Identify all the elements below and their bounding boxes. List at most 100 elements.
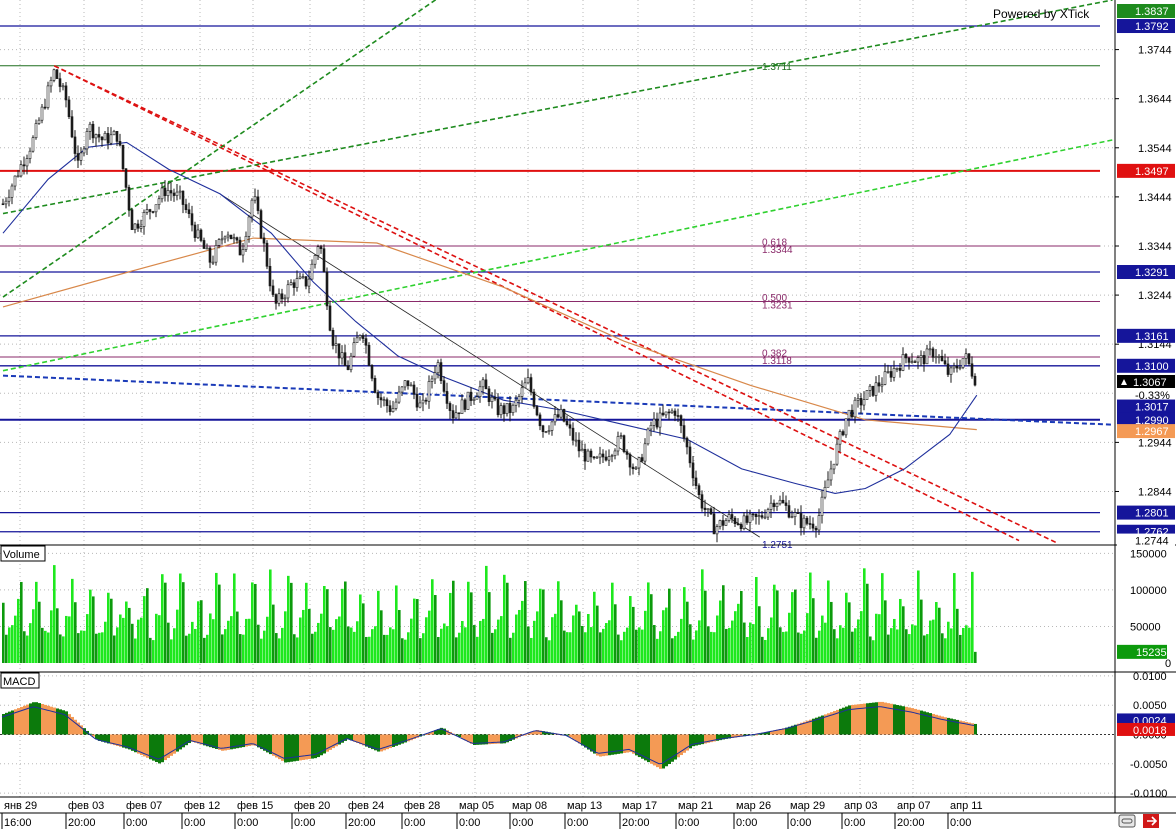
date-label: мар 26 (736, 800, 771, 812)
candle-body (745, 515, 749, 523)
candle-body (838, 431, 842, 445)
price-tag-label: 1.3017 (1135, 402, 1169, 414)
candle-body (358, 335, 362, 339)
macd-bar (278, 734, 281, 760)
price-axis-label: 1.3644 (1138, 94, 1172, 106)
volume-bar (947, 621, 950, 663)
volume-bar (560, 600, 563, 663)
volume-bar (533, 620, 536, 663)
macd-axis-label: 0.0100 (1133, 671, 1167, 683)
candle-body (22, 164, 26, 167)
volume-bar (737, 603, 740, 663)
volume-bar (473, 625, 476, 663)
price-tag (1117, 533, 1175, 548)
volume-bar (74, 602, 77, 663)
exit-icon[interactable] (1143, 814, 1159, 828)
time-axis[interactable]: янв 29 16:00 фев 03 20:00 фев 07 0:00 фев 12 0:… (1, 800, 983, 829)
volume-bar (413, 598, 416, 663)
volume-bar (503, 574, 506, 663)
volume-bar (911, 624, 914, 663)
macd-bar (827, 713, 830, 735)
macd-bar (128, 734, 131, 750)
candle-body (940, 355, 944, 361)
volume-bar (254, 583, 257, 663)
macd-bar (476, 734, 479, 745)
candle-body (637, 457, 641, 469)
candle-body (40, 106, 44, 121)
volume-bar (887, 634, 890, 663)
volume-bar (575, 604, 578, 663)
macd-bar (440, 727, 443, 735)
macd-bar (347, 734, 350, 740)
volume-bar (818, 630, 821, 663)
volume-bar (899, 598, 902, 663)
macd-axis[interactable]: 0.01000.00500.0000-0.0050-0.01000.00240.… (1117, 671, 1175, 800)
volume-bar (527, 626, 530, 663)
volume-bar (944, 638, 947, 663)
volume-bar (926, 634, 929, 663)
volume-bar (230, 616, 233, 663)
volume-bar (725, 628, 728, 663)
candle-body (289, 282, 293, 286)
candle-body (283, 297, 287, 300)
macd-bar (800, 722, 803, 735)
macd-bar (386, 734, 389, 750)
volume-bar (119, 614, 122, 663)
macd-bar (164, 734, 167, 761)
volume-bar (131, 623, 134, 663)
macd-bar (101, 734, 104, 742)
volume-bar (812, 598, 815, 663)
candle-body (46, 85, 50, 108)
time-label: 20:00 (68, 817, 96, 829)
volume-bar (200, 600, 203, 663)
candle-body (235, 237, 239, 241)
macd-bar (872, 702, 875, 735)
link-icon[interactable] (1118, 814, 1136, 828)
macd-bar (632, 734, 635, 754)
candle-body (166, 190, 170, 196)
price-tag-label: 1.2967 (1135, 426, 1169, 438)
volume-bar (227, 620, 230, 663)
macd-bar (809, 719, 812, 735)
candle-body (394, 401, 398, 409)
candle-body (871, 385, 875, 396)
volume-bar (122, 617, 125, 663)
macd-bar (35, 702, 38, 735)
macd-bar (71, 716, 74, 735)
volume-bar (185, 635, 188, 663)
candle-body (952, 365, 956, 369)
candle-body (325, 271, 329, 307)
macd-bar (446, 730, 449, 735)
volume-bar (68, 616, 71, 663)
macd-bar (260, 734, 263, 750)
candle-body (859, 398, 863, 406)
volume-bar (860, 611, 863, 663)
macd-bar (680, 734, 683, 756)
macd-bar (536, 729, 539, 735)
candle-body (856, 398, 860, 401)
macd-bar (731, 734, 734, 739)
candle-body (169, 190, 173, 194)
volume-bar (620, 640, 623, 663)
volume-bar (404, 639, 407, 663)
candle-body (175, 191, 179, 196)
candle-body (835, 443, 839, 465)
macd-bar (332, 734, 335, 749)
volume-bar (59, 634, 62, 663)
macd-bar (350, 734, 353, 741)
candle-body (598, 453, 602, 458)
volume-bar (515, 614, 518, 663)
candle-body (670, 410, 674, 413)
candle-body (148, 209, 152, 212)
volume-bar (674, 635, 677, 663)
macd-bar (920, 710, 923, 735)
candle-body (205, 247, 209, 250)
price-axis[interactable]: 1.3744 1.3644 1.3544 1.3444 1.3344 1.3244 1.31… (1115, 4, 1175, 548)
volume-bar (239, 634, 242, 663)
horizontal-levels[interactable] (0, 25, 1100, 533)
trendline-thin-channel-6 (219, 193, 760, 538)
macd-bar (467, 734, 470, 743)
candle-body (244, 235, 248, 250)
